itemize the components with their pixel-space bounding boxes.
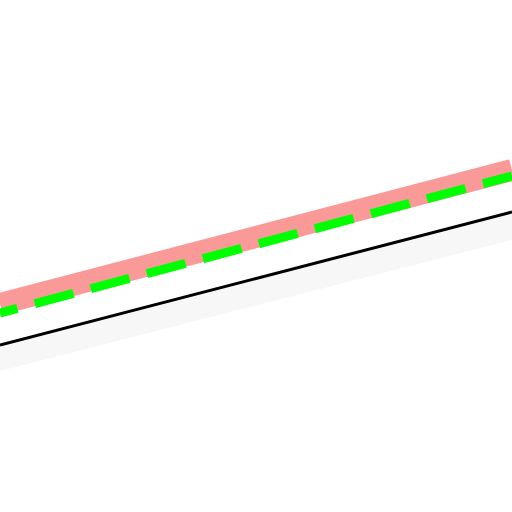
road-shadow-band: [0, 213, 512, 371]
route-highlight-band: [0, 159, 512, 315]
road-edge-line: [0, 210, 512, 347]
